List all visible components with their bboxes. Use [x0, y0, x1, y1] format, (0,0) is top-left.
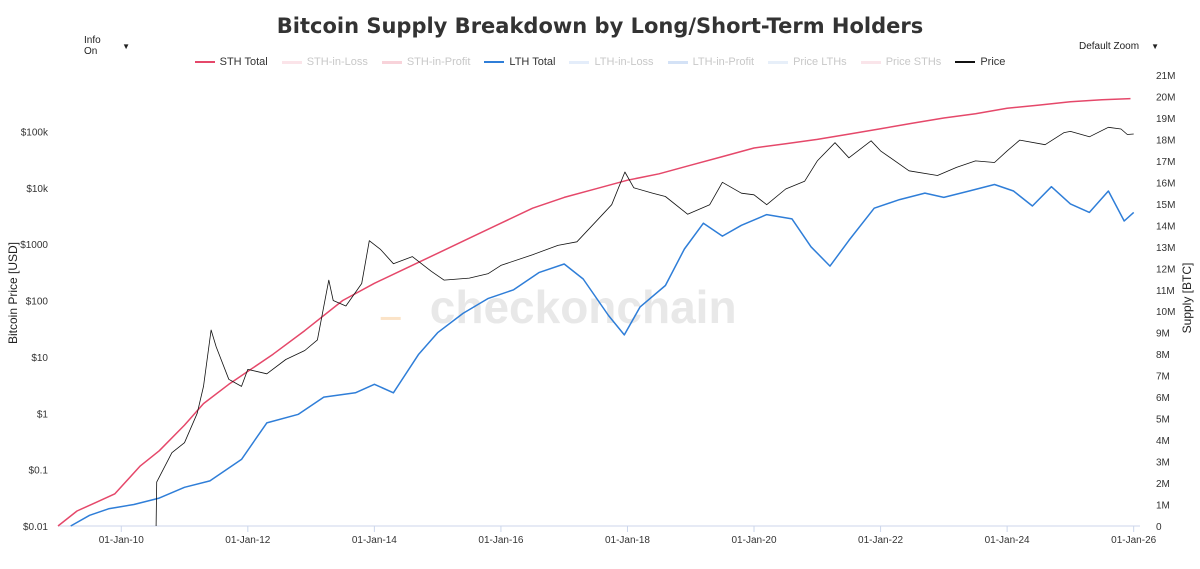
y-left-tick-label: $1000 [20, 240, 48, 251]
zoom-label: Default Zoom [1079, 40, 1140, 52]
y-right-tick-label: 9M [1156, 329, 1170, 340]
y-left-tick-label: $100k [21, 127, 49, 138]
legend-item-price-sths[interactable]: Price STHs [860, 56, 942, 68]
y-right-tick-label: 4M [1156, 436, 1170, 447]
legend-label: STH-in-Loss [306, 56, 368, 68]
info-toggle-dropdown[interactable]: Info On ▼ [80, 35, 134, 57]
legend-label: Price LTHs [793, 56, 847, 68]
legend-item-lth-in-loss[interactable]: LTH-in-Loss [569, 56, 654, 68]
legend-swatch [667, 60, 688, 64]
y-right-tick-label: 3M [1156, 458, 1170, 469]
y-left-tick-label: $10k [26, 184, 49, 195]
y-left-tick-label: $0.01 [23, 522, 48, 533]
legend-swatch [484, 61, 505, 63]
legend-swatch [381, 60, 402, 64]
legend-swatch [281, 60, 302, 64]
y-left-tick-label: $100 [26, 297, 49, 308]
y-left-tick-label: $10 [31, 353, 48, 364]
watermark: checkonchain [430, 281, 737, 333]
chart-title: Bitcoin Supply Breakdown by Long/Short-T… [276, 14, 924, 38]
legend-label: STH-in-Profit [406, 56, 471, 68]
y-right-tick-label: 10M [1156, 307, 1175, 318]
y-right-tick-label: 18M [1156, 135, 1175, 146]
y-right-tick-label: 12M [1156, 264, 1175, 275]
legend-label: LTH-in-Profit [692, 56, 755, 68]
y-left-tick-label: $0.1 [29, 466, 49, 477]
legend-item-sth-in-profit[interactable]: STH-in-Profit [381, 56, 471, 68]
x-tick-label: 01-Jan-20 [732, 535, 777, 546]
legend-swatch [860, 60, 881, 64]
chevron-down-icon: ▼ [1151, 41, 1159, 51]
y-right-tick-label: 19M [1156, 114, 1175, 125]
chart-legend: STH Total STH-in-Loss STH-in-Profit LTH Tot… [0, 56, 1200, 68]
y-right-tick-label: 5M [1156, 415, 1170, 426]
y-right-tick-label: 1M [1156, 501, 1170, 512]
legend-swatch [194, 61, 215, 63]
legend-item-price[interactable]: Price [955, 56, 1005, 68]
legend-item-sth-in-loss[interactable]: STH-in-Loss [281, 56, 368, 68]
legend-swatch [955, 61, 976, 63]
y-left-tick-label: $1 [37, 409, 49, 420]
legend-label: STH Total [219, 56, 268, 68]
y-right-tick-label: 15M [1156, 200, 1175, 211]
x-tick-label: 01-Jan-26 [1111, 535, 1156, 546]
y-right-tick-label: 21M [1156, 71, 1175, 82]
series-line-price [155, 126, 1134, 527]
y-right-tick-label: 17M [1156, 157, 1175, 168]
y-right-tick-label: 20M [1156, 92, 1175, 103]
series-line-sth-total [57, 97, 1131, 527]
x-tick-label: 01-Jan-18 [605, 535, 650, 546]
legend-swatch [569, 60, 590, 64]
y-right-tick-label: 6M [1156, 393, 1170, 404]
watermark-accent [380, 316, 401, 320]
series-line-lth-total [70, 183, 1135, 527]
y-right-tick-label: 14M [1156, 221, 1175, 232]
x-tick-label: 01-Jan-24 [985, 535, 1030, 546]
x-tick-label: 01-Jan-22 [858, 535, 903, 546]
y-right-tick-label: 13M [1156, 243, 1175, 254]
y-right-tick-label: 2M [1156, 479, 1170, 490]
x-tick-label: 01-Jan-16 [478, 535, 523, 546]
legend-label: Price STHs [885, 56, 942, 68]
y-right-tick-label: 8M [1156, 350, 1170, 361]
x-tick-label: 01-Jan-14 [352, 535, 397, 546]
y-right-tick-label: 16M [1156, 178, 1175, 189]
legend-label: Price [980, 56, 1006, 68]
info-toggle-label: Info On [84, 35, 101, 57]
legend-item-lth-in-profit[interactable]: LTH-in-Profit [667, 56, 755, 68]
legend-item-lth-total[interactable]: LTH Total [484, 56, 555, 68]
x-tick-label: 01-Jan-12 [225, 535, 270, 546]
legend-swatch [768, 60, 789, 64]
y-right-tick-label: 7M [1156, 372, 1170, 383]
y-right-tick-label: 0 [1156, 522, 1162, 533]
chevron-down-icon: ▼ [122, 41, 130, 51]
legend-item-sth-total[interactable]: STH Total [194, 56, 268, 68]
zoom-dropdown[interactable]: Default Zoom ▼ [1075, 38, 1163, 54]
x-tick-label: 01-Jan-10 [99, 535, 144, 546]
legend-label: LTH Total [509, 56, 556, 68]
legend-label: LTH-in-Loss [594, 56, 654, 68]
legend-item-price-lths[interactable]: Price LTHs [768, 56, 847, 68]
y-right-tick-label: 11M [1156, 286, 1175, 297]
